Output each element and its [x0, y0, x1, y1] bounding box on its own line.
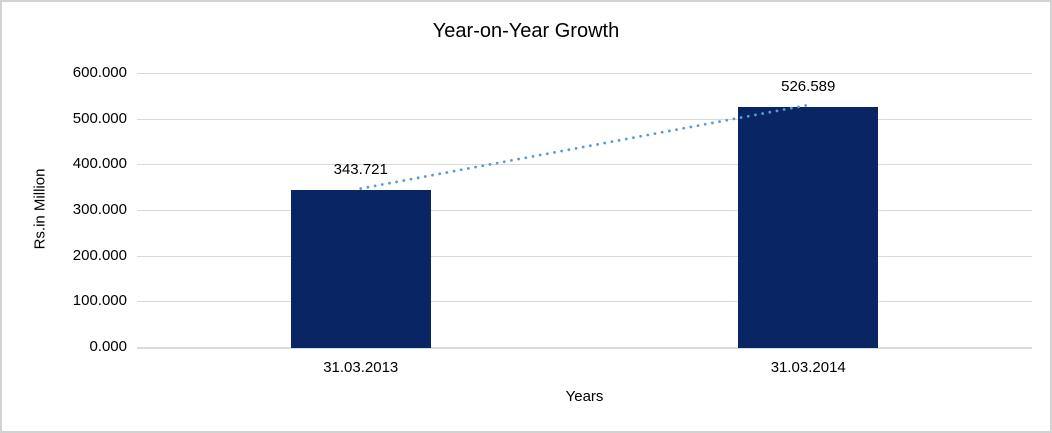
y-tick-label: 400.000 [72, 155, 127, 173]
data-label: 526.589 [781, 77, 836, 95]
gridline [137, 73, 1032, 74]
x-tick-label: 31.03.2014 [770, 359, 846, 376]
y-tick-label: 0.000 [89, 338, 127, 355]
y-tick-label: 300.000 [72, 201, 127, 218]
gridline [137, 301, 1032, 303]
gridline [137, 164, 1032, 166]
y-tick-label: 100.000 [72, 292, 127, 310]
y-tick-label: 500.000 [72, 109, 127, 127]
x-tick-label: 31.03.2013 [323, 359, 399, 376]
bar-31.03.2014 [738, 106, 879, 348]
bar-31.03.2013 [290, 190, 431, 348]
y-tick-label: 200.000 [72, 246, 127, 264]
gridline [137, 210, 1032, 211]
data-label: 343.721 [333, 161, 388, 179]
y-tick-label: 600.000 [72, 64, 127, 81]
chart-title: Year-on-Year Growth [432, 20, 620, 42]
gridline [137, 347, 1032, 348]
x-axis-line [137, 348, 1032, 349]
gridline [137, 255, 1032, 257]
x-axis-title: Years [565, 388, 604, 405]
gridline [137, 118, 1032, 120]
